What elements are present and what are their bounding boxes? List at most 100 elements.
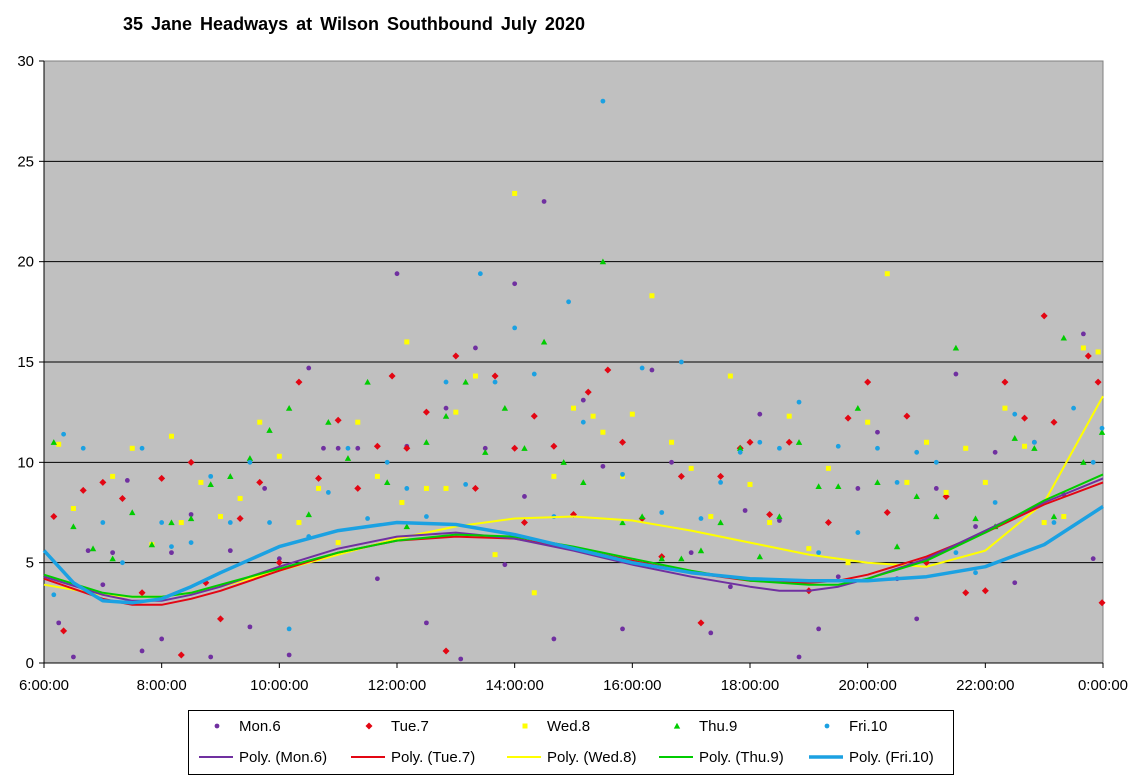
data-point [334,416,342,424]
data-point [178,520,184,526]
data-point [1031,439,1037,445]
legend-item: Poly. (Thu.9) [659,746,784,768]
data-point [992,500,998,505]
data-point [815,483,822,490]
data-point [355,419,361,425]
data-point [708,514,714,520]
data-point [159,520,165,525]
legend-marker [824,723,830,729]
data-point [825,465,831,471]
data-point [207,481,214,488]
data-point [855,530,861,535]
data-point [129,445,135,451]
data-point [1050,513,1058,520]
data-point [404,486,410,491]
data-point [796,654,802,660]
data-point [629,411,635,417]
data-point [580,419,586,425]
data-point [335,540,341,546]
data-point [1080,459,1087,465]
data-point [1002,405,1008,411]
data-point [904,479,910,485]
data-point [963,445,969,451]
data-point [257,419,263,425]
data-point [443,405,449,411]
data-point [227,473,234,479]
data-point [639,365,645,371]
data-point [501,404,509,411]
data-point [403,523,411,530]
data-point [305,511,312,518]
data-point [718,480,723,485]
data-point [1021,414,1029,422]
data-point [1031,445,1038,451]
legend-swatch [673,722,681,729]
legend-label: Poly. (Fri.10) [849,748,934,766]
data-point [816,550,822,556]
data-point [296,520,302,526]
data-point [1051,520,1057,525]
data-point [236,515,244,523]
data-point [374,576,380,582]
legend-item: Tue.7 [351,715,429,737]
x-tick-label: 14:00:00 [485,677,543,694]
data-point [1080,345,1086,351]
data-point [50,439,58,445]
data-point [962,589,970,597]
data-point [982,479,988,485]
y-tick-label: 5 [26,555,34,572]
data-point [477,271,483,277]
data-point [688,550,694,556]
data-point [442,412,450,419]
y-tick-label: 15 [17,354,34,371]
data-point [953,371,959,377]
data-point [321,445,326,451]
data-point [835,483,842,490]
data-point [491,372,499,380]
data-point [590,413,596,419]
data-point [471,484,479,492]
data-point [855,486,861,491]
data-point [933,459,939,465]
axes: 0 5 10 15 20 25 30 6:00:00 8:00:00 10:00:00 12:00:… [17,53,1128,694]
x-tick-label: 16:00:00 [603,677,661,694]
data-point [227,520,233,525]
data-point [208,473,214,479]
data-point [767,520,773,526]
data-point [884,271,890,277]
data-point [649,293,655,299]
data-point [399,499,405,505]
data-point [365,516,370,521]
data-point [600,429,606,435]
data-point [1094,378,1102,386]
data-point [188,540,194,545]
series-4 [51,98,1105,632]
data-point [571,405,576,411]
data-point [903,412,911,420]
data-point [50,513,58,521]
data-point [835,443,841,449]
data-point [198,479,204,485]
trendline-4 [42,505,1104,605]
data-point [424,620,429,626]
x-tick-label: 0:00:00 [1078,677,1128,694]
data-point [70,523,77,530]
data-point [854,404,862,411]
data-point [1095,349,1101,355]
data-point [943,489,949,495]
data-point [208,654,214,660]
legend-swatch [214,723,220,729]
data-point [697,619,705,627]
data-point [315,474,323,482]
data-point [139,445,145,451]
data-point [1098,599,1106,607]
data-point [677,472,685,480]
data-point [100,582,106,588]
legend-label: Tue.7 [391,717,429,735]
legend-label: Wed.8 [547,717,591,735]
data-point [388,372,396,380]
data-point [100,520,106,525]
data-point [531,371,537,377]
data-point [169,544,174,550]
y-tick-label: 0 [26,655,34,672]
